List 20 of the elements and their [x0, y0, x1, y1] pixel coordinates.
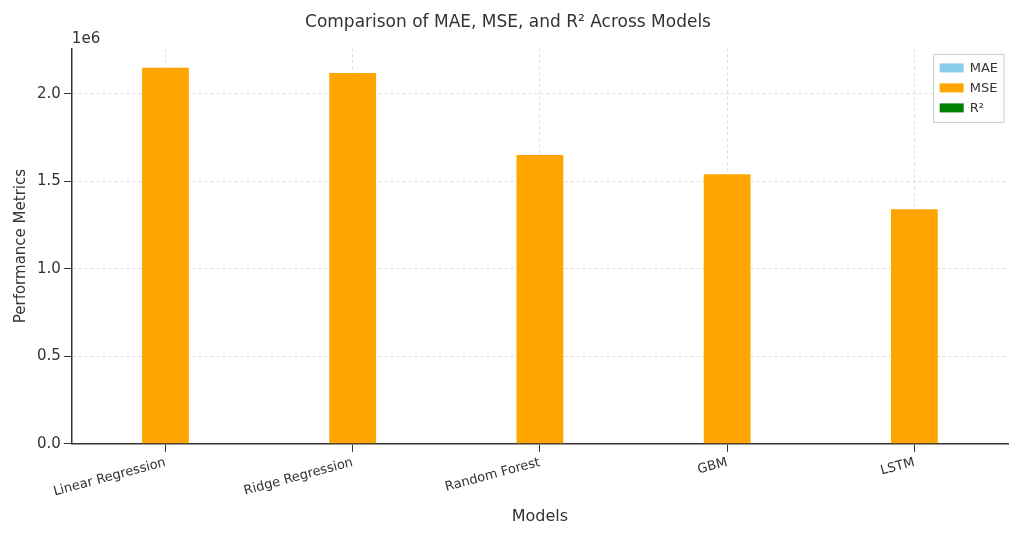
legend-label: MSE — [969, 79, 998, 95]
bar — [890, 209, 938, 444]
bar — [703, 174, 751, 444]
chart-title: Comparison of MAE, MSE, and R² Across Models — [305, 10, 712, 31]
legend-label: MAE — [969, 59, 998, 75]
text: 1e6 — [71, 28, 101, 47]
y-tick-label: 1.0 — [37, 258, 61, 277]
bar — [516, 155, 564, 444]
y-axis-title: Performance Metrics — [10, 168, 29, 324]
x-tick-label: LSTM — [878, 454, 917, 478]
y-tick-label: 1.5 — [37, 171, 61, 190]
bar — [142, 67, 189, 444]
x-tick-label: GBM — [695, 454, 729, 477]
y-tick-label: 0.0 — [37, 433, 61, 452]
bar — [329, 72, 377, 444]
x-axis-title: Models — [511, 505, 569, 525]
y-tick-label: 2.0 — [37, 83, 61, 102]
x-tick-label: Random Forest — [443, 454, 542, 494]
y-tick-label: 0.5 — [37, 346, 61, 365]
legend-label: R² — [969, 99, 984, 115]
